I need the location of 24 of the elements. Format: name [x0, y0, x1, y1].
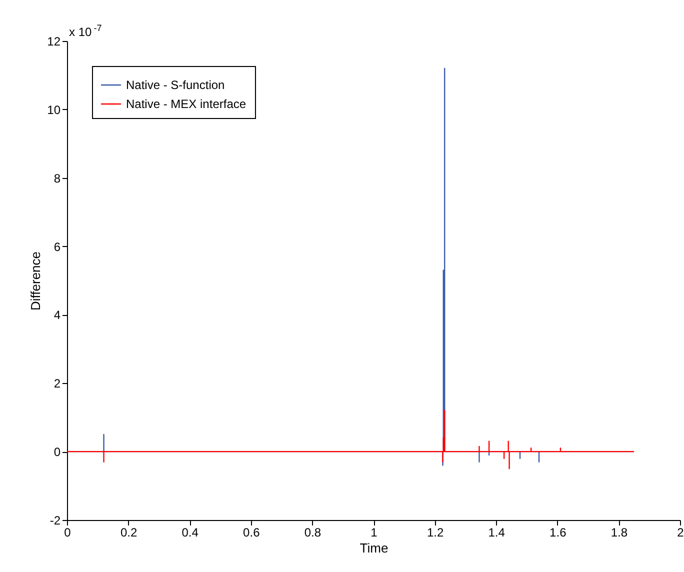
x-tick-label: 1: [370, 526, 378, 540]
x-tick-label: 1.6: [550, 526, 567, 540]
x-tick-label: 2: [677, 526, 684, 540]
x-tick-label: 1.4: [488, 526, 506, 540]
x-tick-label: 0.4: [182, 526, 199, 540]
x-tick-label: 0.2: [120, 526, 138, 540]
y-tick-label: 4: [54, 308, 61, 322]
x-tick-label: 0.8: [304, 526, 322, 540]
x-tick-label: 0: [64, 526, 72, 540]
y-tick-label: 12: [47, 34, 61, 48]
y-tick-label: 10: [47, 102, 61, 117]
x-axis-title: Time: [360, 540, 388, 556]
y-axis-title: Difference: [28, 251, 44, 311]
x-tick-label: 0.6: [243, 526, 260, 540]
y-tick-label: 2: [54, 376, 61, 391]
legend-label: Native - MEX interface: [126, 97, 246, 111]
y-tick-label: 6: [54, 240, 61, 254]
legend-label: Native - S-function: [126, 78, 225, 92]
x-tick-label: 1.2: [426, 526, 444, 540]
y-tick-label: 0: [54, 445, 61, 460]
y-tick-label: -2: [50, 514, 61, 528]
x-tick-label: 1.8: [610, 526, 628, 540]
y-tick-label: 8: [54, 171, 61, 186]
line-series: [66, 410, 635, 470]
